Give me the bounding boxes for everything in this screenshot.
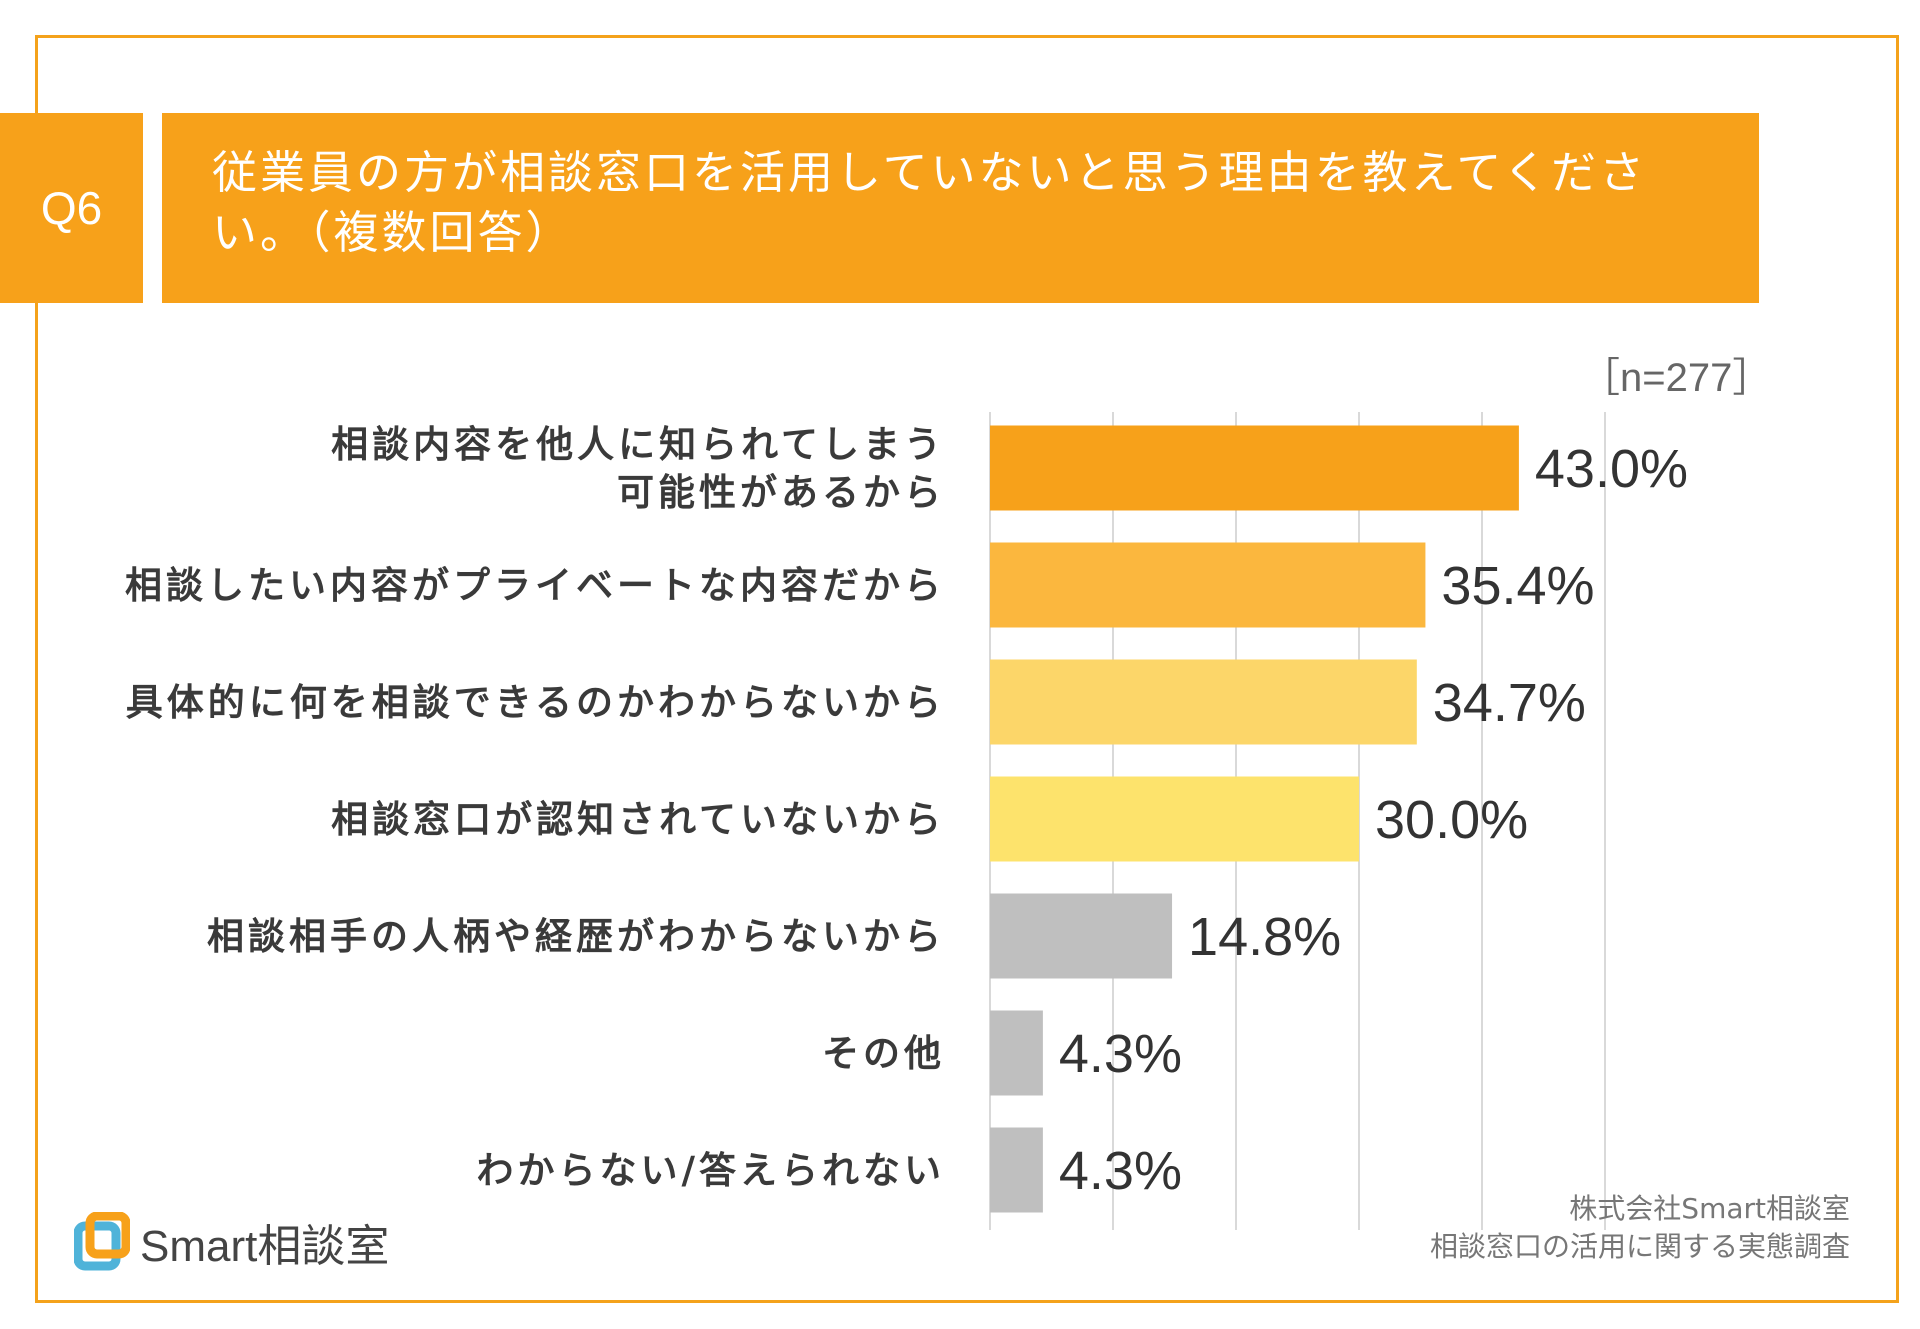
bar [990,542,1426,628]
category-label: 具体的に何を相談できるのかわからないから [126,681,945,724]
bar [990,893,1173,979]
value-label: 14.8% [1188,907,1341,967]
value-label: 34.7% [1433,673,1586,733]
bar [990,425,1519,511]
value-labels: 43.0%35.4%34.7%30.0%14.8%4.3%4.3% [1059,439,1688,1201]
sample-size: ［n=277］ [1580,356,1773,400]
category-label: 相談内容を他人に知られてしまう可能性があるから [331,423,945,514]
value-label: 4.3% [1059,1024,1182,1084]
bar [990,776,1359,862]
report-frame [35,35,1899,1303]
category-label: その他 [822,1032,945,1075]
value-label: 30.0% [1375,790,1528,850]
category-label: 相談したい内容がプライベートな内容だから [125,564,945,607]
value-label: 43.0% [1535,439,1688,499]
bar [990,659,1417,745]
category-label: わからない/答えられない [476,1149,945,1192]
category-labels: 相談内容を他人に知られてしまう可能性があるから相談したい内容がプライベートな内容… [125,423,945,1192]
source-company: 株式会社Smart相談室 [1569,1192,1850,1225]
source-survey: 相談窓口の活用に関する実態調査 [1429,1230,1850,1263]
brand-name: Smart相談室 [140,1222,390,1271]
bar [990,1127,1043,1213]
value-label: 4.3% [1059,1141,1182,1201]
brand-logo: Smart相談室 [74,1212,389,1272]
question-number: Q6 [0,113,143,303]
bars [990,425,1519,1213]
category-label: 相談相手の人柄や経歴がわからないから [207,915,945,958]
value-label: 35.4% [1441,556,1594,616]
bar [990,1010,1043,1096]
question-title: 従業員の方が相談窓口を活用していないと思う理由を教えてください。（複数回答） [162,113,1759,303]
logo-icon [74,1212,130,1271]
source-note: 株式会社Smart相談室 相談窓口の活用に関する実態調査 [1430,1190,1850,1266]
category-label: 相談窓口が認知されていないから [331,798,945,841]
